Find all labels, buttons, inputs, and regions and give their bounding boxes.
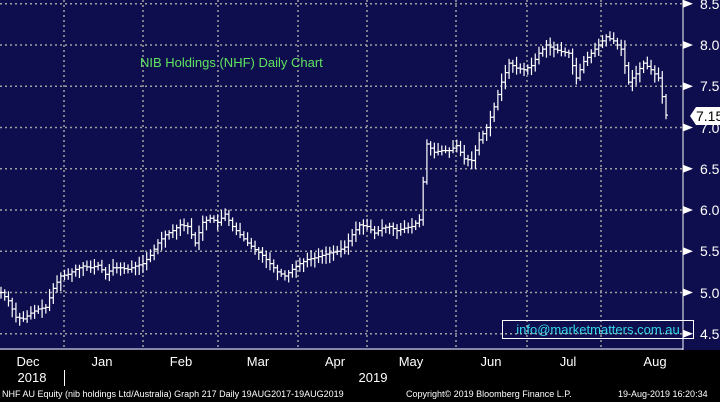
y-tick-label: 5.50 [700, 243, 720, 260]
price-chart [0, 0, 720, 350]
y-tick-marker [683, 247, 693, 256]
y-tick-label: 4.50 [700, 325, 720, 342]
watermark: info@marketmatters.com.au [502, 320, 694, 339]
y-tick-label: 8.50 [700, 0, 720, 12]
x-month-label: Dec [16, 354, 40, 369]
y-tick-marker [683, 82, 693, 91]
y-tick-marker [683, 0, 693, 8]
plot-background [0, 0, 720, 350]
y-tick-label: 8.00 [700, 37, 720, 53]
x-month-label: Apr [324, 354, 346, 369]
x-month-label: May [398, 354, 424, 369]
y-tick-marker [683, 329, 693, 338]
last-price-tag: 7.15 [696, 107, 720, 125]
x-month-label: Aug [643, 354, 667, 369]
footer-security: NHF AU Equity (nib holdings Ltd/Australi… [2, 389, 344, 399]
y-tick-marker [683, 41, 693, 49]
y-tick-label: 5.00 [700, 284, 720, 301]
x-month-label: Mar [246, 354, 270, 369]
y-tick-marker [683, 164, 693, 173]
last-price-pointer [690, 107, 696, 125]
y-tick-marker [683, 206, 693, 214]
y-tick-marker [683, 288, 693, 297]
footer-copyright: Copyright© 2019 Bloomberg Finance L.P. [406, 389, 572, 399]
y-tick-label: 7.50 [700, 78, 720, 95]
chart-title: NIB Holdings (NHF) Daily Chart [140, 55, 323, 70]
x-year-label: 2019 [358, 370, 388, 385]
x-month-label: Jun [480, 354, 502, 369]
y-tick-label: 6.00 [700, 202, 720, 218]
x-month-label: Feb [169, 354, 193, 369]
y-tick-label: 6.50 [700, 160, 720, 177]
footer-timestamp: 19-Aug-2019 16:20:34 [618, 389, 708, 399]
x-month-label: Jul [559, 354, 577, 369]
x-month-label: Jan [91, 354, 113, 369]
year-separator [64, 370, 65, 386]
x-year-label: 2018 [17, 370, 47, 385]
y-tick-marker [683, 123, 693, 132]
